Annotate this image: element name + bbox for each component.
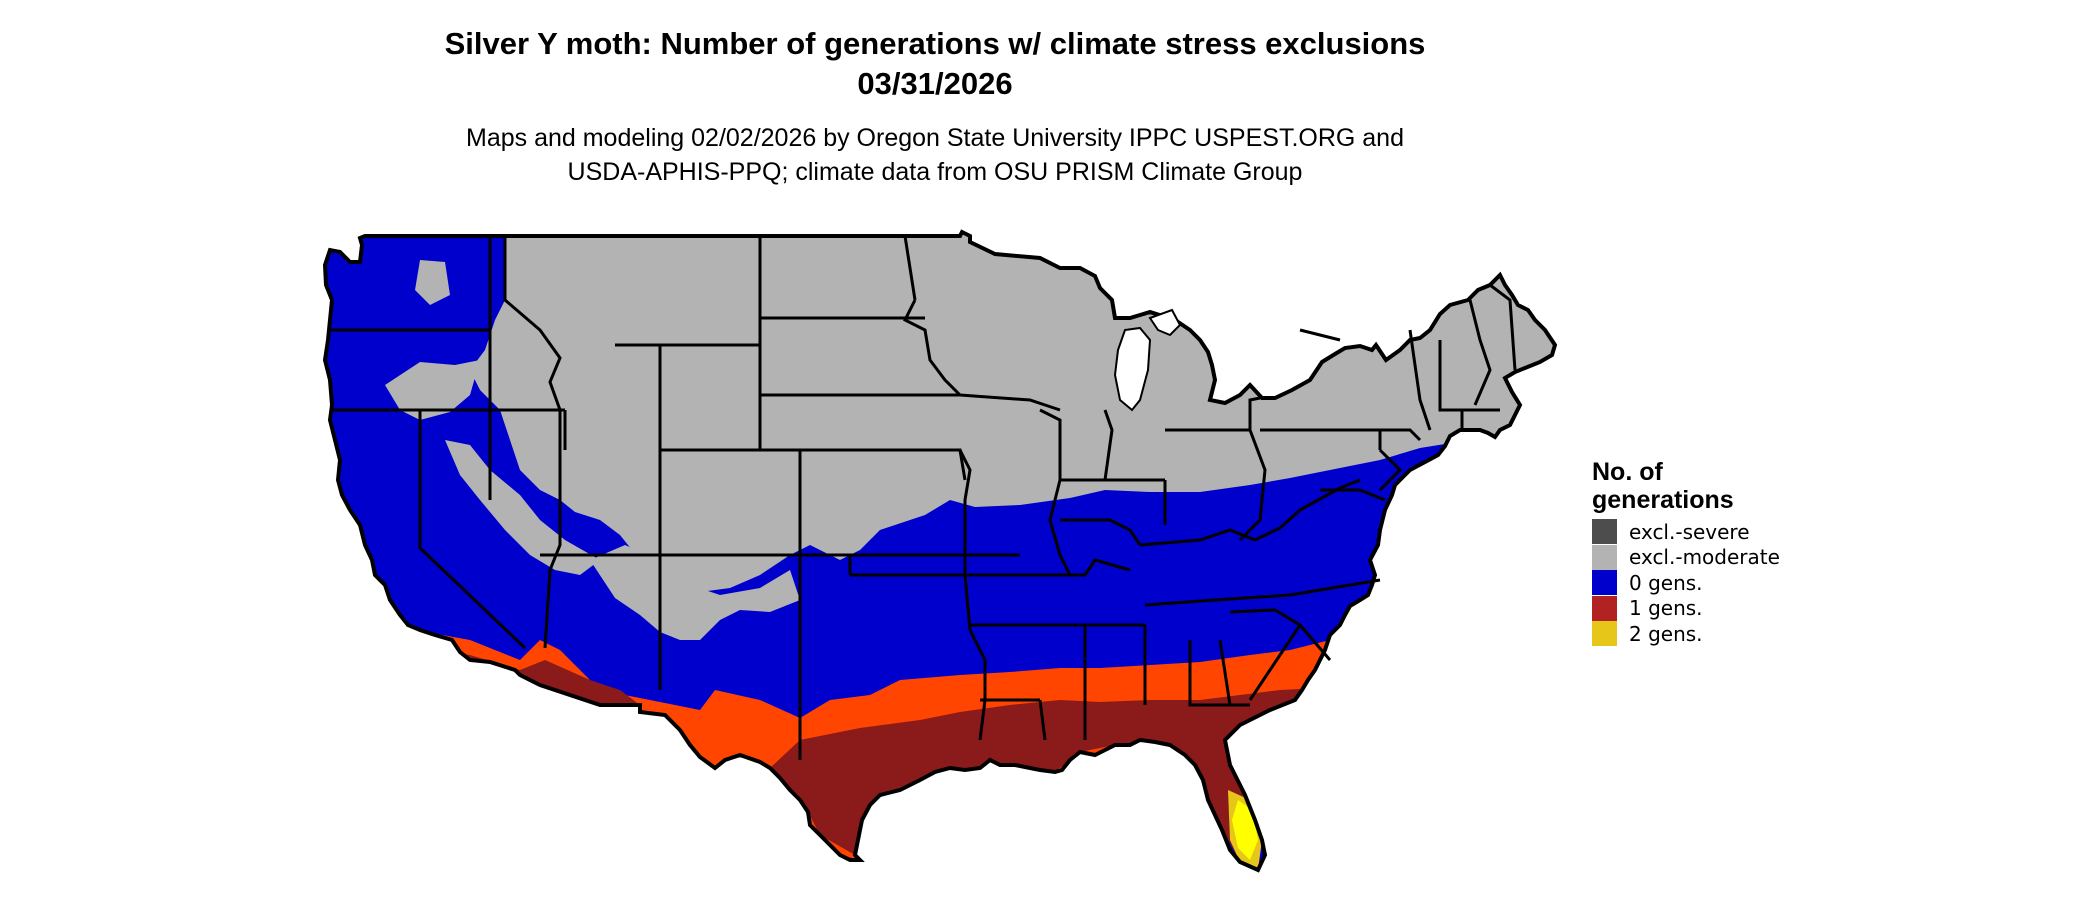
legend-item-1-gens: 1 gens. bbox=[1592, 595, 1780, 622]
subtitle-line-1: Maps and modeling 02/02/2026 by Oregon S… bbox=[466, 124, 1404, 152]
legend-item-excl-moderate: excl.-moderate bbox=[1592, 544, 1780, 571]
legend-item-excl-severe: excl.-severe bbox=[1592, 519, 1780, 545]
state-borders bbox=[323, 230, 1557, 872]
legend-title: No. of generations bbox=[1592, 458, 1780, 514]
legend-title-line-1: No. of bbox=[1592, 458, 1663, 486]
zone-excl-moderate-nw2 bbox=[415, 260, 450, 305]
zone-excl-moderate-nw1 bbox=[385, 360, 480, 420]
legend-label: excl.-moderate bbox=[1629, 545, 1780, 570]
legend-label: 0 gens. bbox=[1629, 570, 1703, 595]
legend-item-0-gens: 0 gens. bbox=[1592, 570, 1780, 596]
generation-zones bbox=[325, 232, 1555, 870]
legend-swatch bbox=[1592, 544, 1617, 570]
legend-swatch bbox=[1592, 570, 1617, 596]
legend-swatch bbox=[1592, 519, 1617, 545]
map-date: 03/31/2026 bbox=[857, 66, 1013, 101]
legend-label: 1 gens. bbox=[1629, 596, 1703, 621]
legend: No. of generations excl.-severe excl.-mo… bbox=[1592, 458, 1780, 647]
great-lakes bbox=[1113, 308, 1182, 412]
zone-excl-moderate-southwest bbox=[590, 545, 800, 640]
legend-label: 2 gens. bbox=[1629, 621, 1703, 646]
map-title: Silver Y moth: Number of generations w/ … bbox=[444, 26, 1426, 61]
legend-title-line-2: generations bbox=[1592, 486, 1734, 514]
us-generations-map bbox=[323, 230, 1557, 872]
legend-swatch bbox=[1592, 621, 1617, 647]
legend-label: excl.-severe bbox=[1629, 519, 1750, 544]
legend-item-2-gens: 2 gens. bbox=[1592, 621, 1780, 647]
zone-1-gens-dark-south bbox=[770, 688, 1330, 862]
legend-swatch bbox=[1592, 595, 1617, 621]
subtitle-line-2: USDA-APHIS-PPQ; climate data from OSU PR… bbox=[567, 158, 1303, 186]
zone-2-gens-texas bbox=[865, 828, 895, 852]
